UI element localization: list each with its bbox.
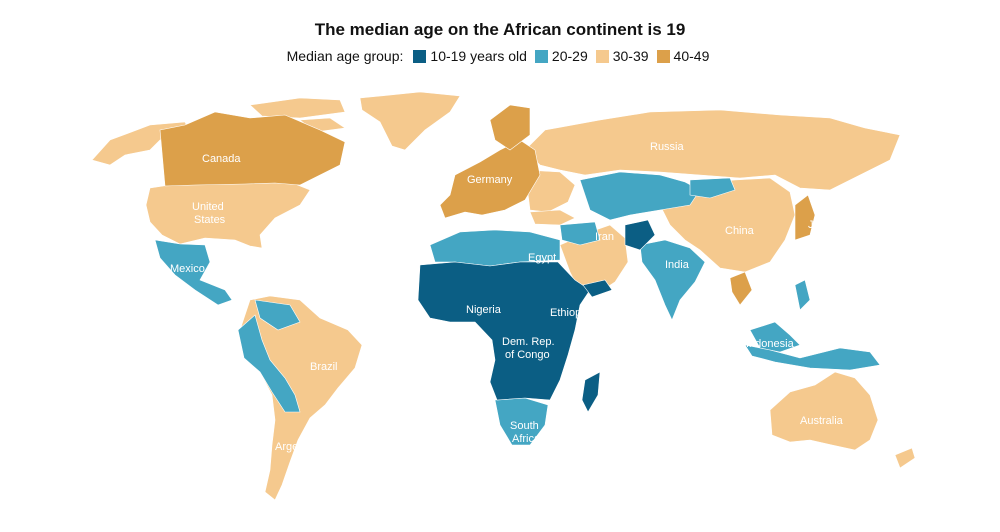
label-mexico: Mexico: [170, 263, 205, 275]
legend-item-30-39: 30-39: [595, 48, 649, 64]
region-arctic-islands: [249, 97, 346, 119]
label-india: India: [665, 259, 690, 271]
legend-item-10-19: 10-19 years old: [413, 48, 527, 64]
region-europe-west: [439, 139, 541, 219]
label-ethiopia: Ethiopia: [550, 307, 591, 319]
region-afghanistan: [624, 219, 656, 251]
label-australia: Australia: [800, 415, 844, 427]
land-20-29: [154, 171, 881, 446]
region-india: [639, 239, 706, 321]
legend-item-40-49: 40-49: [656, 48, 710, 64]
region-sub-saharan-africa: [417, 261, 591, 401]
region-europe-east: [524, 169, 576, 213]
region-south-africa: [494, 397, 549, 446]
region-colombia: [254, 299, 301, 331]
region-russia: [524, 109, 901, 191]
legend-label-10-19: 10-19 years old: [430, 48, 527, 64]
world-map: Russia Canada Germany United States Chin…: [91, 91, 916, 501]
region-central-asia: [579, 171, 701, 221]
label-drc-2: of Congo: [505, 349, 550, 361]
region-south-america: [239, 295, 363, 501]
label-argentina: Argentina: [275, 441, 323, 453]
legend-item-20-29: 20-29: [534, 48, 588, 64]
label-iran: Iran: [595, 231, 614, 243]
label-united-states-1: United: [192, 201, 224, 213]
region-mexico: [154, 239, 233, 306]
region-mongolia: [689, 177, 736, 199]
label-china: China: [725, 225, 755, 237]
region-yemen: [582, 279, 613, 298]
label-indonesia: Indonesia: [746, 338, 795, 350]
region-madagascar: [581, 371, 601, 413]
land-10-19: [417, 219, 656, 413]
region-greenland: [359, 91, 461, 151]
label-japan: Japan: [808, 219, 838, 231]
legend-label-20-29: 20-29: [551, 48, 588, 64]
label-drc-1: Dem. Rep.: [502, 336, 555, 348]
map-title: The median age on the African continent …: [314, 20, 686, 39]
label-egypt: Egypt: [528, 252, 556, 264]
legend-label-40-49: 40-49: [673, 48, 710, 64]
region-turkey: [529, 209, 576, 226]
label-united-states-2: States: [194, 214, 226, 226]
region-north-africa: [429, 229, 561, 267]
region-south-america-west: [237, 314, 301, 413]
label-russia: Russia: [650, 141, 685, 153]
label-nigeria: Nigeria: [466, 304, 502, 316]
label-brazil: Brazil: [310, 361, 338, 373]
land-40-49: [159, 104, 816, 306]
legend-swatch-10-19: [413, 49, 427, 63]
label-germany: Germany: [467, 174, 513, 186]
legend-swatch-20-29: [534, 49, 548, 63]
legend-swatch-40-49: [656, 49, 670, 63]
label-south-africa-2: Africa: [512, 433, 541, 445]
legend-title: Median age group:: [286, 48, 404, 64]
map-labels: Russia Canada Germany United States Chin…: [170, 141, 844, 453]
land-30-39: [91, 91, 916, 501]
region-iraq-iran: [559, 221, 601, 246]
legend: Median age group: 10-19 years old 20-29 …: [0, 48, 1000, 64]
region-thailand: [729, 271, 753, 306]
label-canada: Canada: [202, 153, 241, 165]
region-australia: [769, 371, 879, 451]
region-new-zealand: [894, 447, 916, 469]
legend-swatch-30-39: [595, 49, 609, 63]
region-japan: [794, 194, 816, 241]
region-china: [659, 177, 796, 273]
region-philippines: [794, 279, 811, 311]
region-indonesia: [744, 344, 881, 371]
legend-label-30-39: 30-39: [612, 48, 649, 64]
label-south-africa-1: South: [510, 420, 539, 432]
region-united-states: [145, 181, 311, 249]
region-scandinavia: [489, 104, 531, 151]
region-canada: [159, 111, 346, 187]
